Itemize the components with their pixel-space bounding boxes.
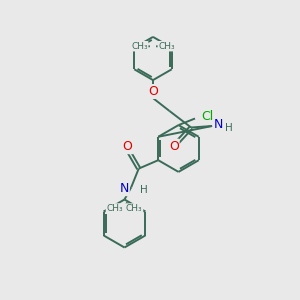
Text: CH₃: CH₃ (126, 204, 142, 213)
Text: O: O (148, 85, 158, 98)
Text: O: O (169, 140, 178, 153)
Text: N: N (214, 118, 223, 131)
Text: H: H (140, 184, 147, 195)
Text: Cl: Cl (202, 110, 214, 124)
Text: N: N (119, 182, 129, 195)
Text: CH₃: CH₃ (131, 42, 148, 51)
Text: CH₃: CH₃ (106, 204, 123, 213)
Text: O: O (123, 140, 133, 153)
Text: CH₃: CH₃ (158, 42, 175, 51)
Text: H: H (225, 123, 232, 134)
